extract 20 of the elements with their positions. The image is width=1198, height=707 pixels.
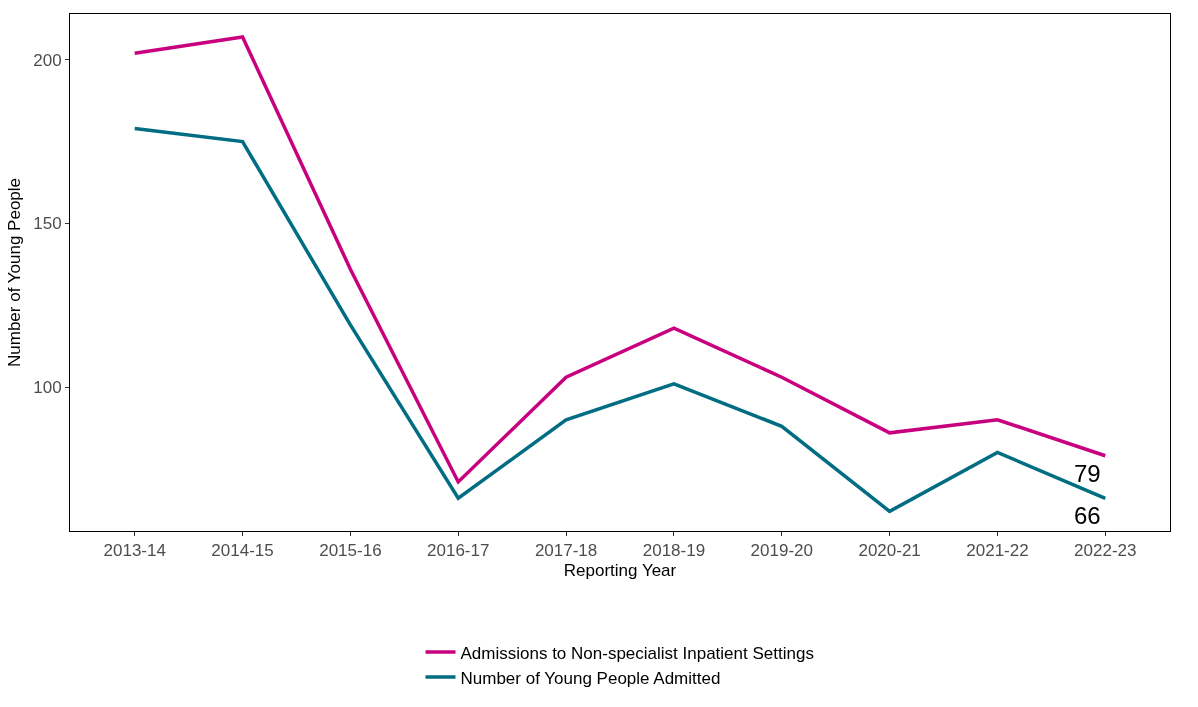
x-tick-label: 2017-18 bbox=[534, 541, 598, 561]
x-axis-title: Reporting Year bbox=[563, 560, 677, 580]
x-tick-label: 2013-14 bbox=[103, 541, 166, 561]
legend-label: Number of Young People Admitted bbox=[460, 668, 721, 688]
x-tick-label: 2019-20 bbox=[750, 541, 813, 561]
x-tick-label: 2015-16 bbox=[319, 541, 382, 561]
x-tick-label: 2018-19 bbox=[642, 541, 706, 561]
x-tick-label: 2021-22 bbox=[966, 541, 1029, 561]
y-axis-title: Number of Young People bbox=[4, 177, 24, 368]
x-tick-label: 2020-21 bbox=[858, 541, 921, 561]
annotation: 66 bbox=[1074, 502, 1101, 529]
x-tick-label: 2016-17 bbox=[427, 541, 490, 561]
x-tick-label: 2014-15 bbox=[211, 541, 274, 561]
annotation: 79 bbox=[1074, 460, 1101, 487]
y-tick-label: 150 bbox=[33, 214, 62, 234]
legend-label: Admissions to Non-specialist Inpatient Settings bbox=[460, 643, 814, 663]
y-tick-label: 200 bbox=[33, 50, 62, 70]
y-tick-label: 100 bbox=[33, 377, 62, 397]
line-series bbox=[132, 35, 1108, 484]
x-tick-label: 2022-23 bbox=[1074, 541, 1137, 561]
